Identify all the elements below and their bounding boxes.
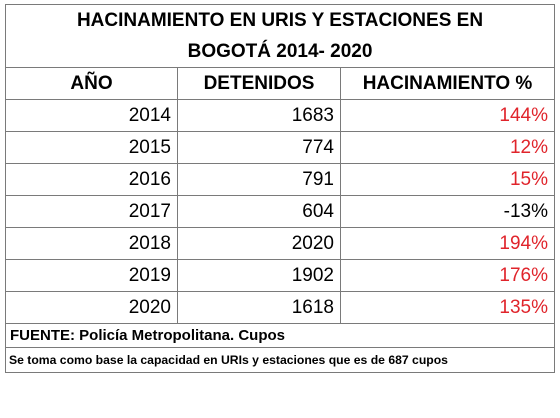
cell-detained: 604 <box>178 196 341 228</box>
table-row: 2018 2020 194% <box>6 228 555 260</box>
cell-overcrowding: 176% <box>341 260 555 292</box>
table-title-line-1: HACINAMIENTO EN URIS Y ESTACIONES EN <box>6 5 555 37</box>
header-year: AÑO <box>6 68 178 100</box>
table-title-row-1: HACINAMIENTO EN URIS Y ESTACIONES EN <box>6 5 555 37</box>
source-row: FUENTE: Policía Metropolitana. Cupos <box>6 324 555 348</box>
cell-year: 2015 <box>6 132 178 164</box>
cell-year: 2020 <box>6 292 178 324</box>
overcrowding-table-container: HACINAMIENTO EN URIS Y ESTACIONES EN BOG… <box>5 4 554 373</box>
source-note: FUENTE: Policía Metropolitana. Cupos <box>6 324 555 348</box>
cell-overcrowding: 194% <box>341 228 555 260</box>
overcrowding-table: HACINAMIENTO EN URIS Y ESTACIONES EN BOG… <box>5 4 555 373</box>
cell-detained: 774 <box>178 132 341 164</box>
cell-overcrowding: -13% <box>341 196 555 228</box>
header-detained: DETENIDOS <box>178 68 341 100</box>
table-row: 2017 604 -13% <box>6 196 555 228</box>
cell-year: 2019 <box>6 260 178 292</box>
table-row: 2015 774 12% <box>6 132 555 164</box>
table-title-row-2: BOGOTÁ 2014- 2020 <box>6 36 555 68</box>
cell-overcrowding: 144% <box>341 100 555 132</box>
cell-detained: 1618 <box>178 292 341 324</box>
cell-year: 2016 <box>6 164 178 196</box>
cell-year: 2014 <box>6 100 178 132</box>
table-row: 2014 1683 144% <box>6 100 555 132</box>
table-row: 2016 791 15% <box>6 164 555 196</box>
table-row: 2019 1902 176% <box>6 260 555 292</box>
cell-year: 2017 <box>6 196 178 228</box>
cell-overcrowding: 15% <box>341 164 555 196</box>
cell-year: 2018 <box>6 228 178 260</box>
capacity-note-row: Se toma como base la capacidad en URIs y… <box>6 348 555 373</box>
header-overcrowding: HACINAMIENTO % <box>341 68 555 100</box>
cell-detained: 1902 <box>178 260 341 292</box>
table-row: 2020 1618 135% <box>6 292 555 324</box>
cell-overcrowding: 12% <box>341 132 555 164</box>
table-header-row: AÑO DETENIDOS HACINAMIENTO % <box>6 68 555 100</box>
cell-detained: 791 <box>178 164 341 196</box>
cell-detained: 2020 <box>178 228 341 260</box>
capacity-note: Se toma como base la capacidad en URIs y… <box>6 348 555 373</box>
cell-detained: 1683 <box>178 100 341 132</box>
cell-overcrowding: 135% <box>341 292 555 324</box>
table-title-line-2: BOGOTÁ 2014- 2020 <box>6 36 555 68</box>
